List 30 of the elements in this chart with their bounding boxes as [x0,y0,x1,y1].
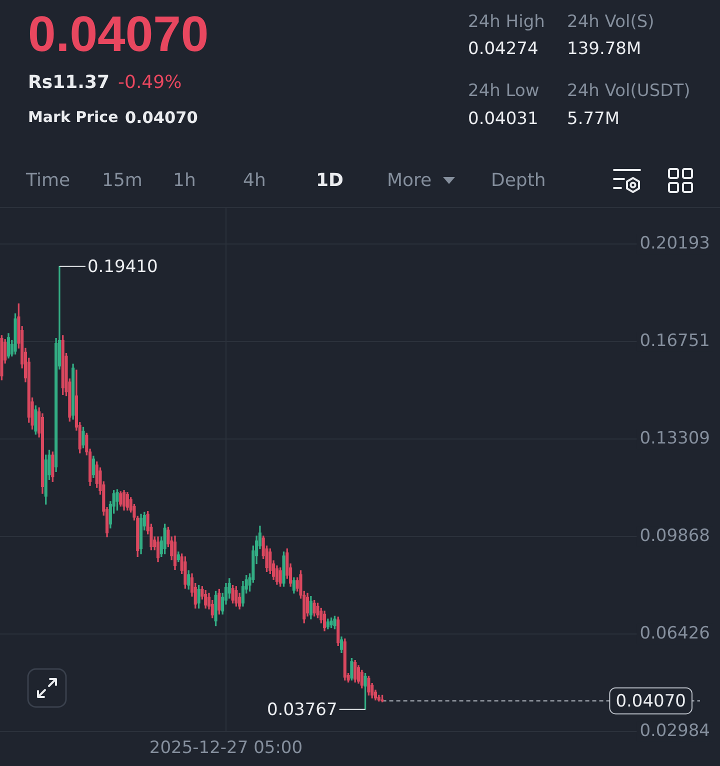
x-tick-label: 2025-12-27 05:00 [149,738,303,758]
text: 24h Vol(USDT) [567,81,690,101]
y-tick-label: 0.13309 [640,428,710,449]
text: Depth [491,170,546,192]
text: Time [26,170,70,192]
text: 15m [102,170,142,192]
text: 0.04070 [125,108,198,126]
text: 24h High [468,12,545,32]
text: More [387,170,432,192]
text: 0.04031 [468,109,538,129]
y-tick-label: 0.06426 [640,624,710,644]
text: 1D [316,170,344,192]
text: 1h [173,170,196,192]
text: 4h [243,170,266,192]
y-tick-label: 0.16751 [640,331,710,352]
annotation: 0.19410 [87,256,158,277]
ref-line-label: 0.04070 [616,691,686,712]
text: 24h Low [468,81,540,101]
text: -0.49% [118,72,182,94]
annotation: 0.03767 [266,700,338,720]
text: Rs11.37 [28,72,110,94]
text: 0.04070 [28,5,209,64]
text: Mark Price [28,108,118,126]
y-tick-label: 0.02984 [640,721,710,742]
text: 0.04274 [468,39,538,59]
text: 139.78M [567,39,642,59]
y-tick-label: 0.20193 [640,234,710,254]
text: 24h Vol(S) [567,12,654,32]
text: 5.77M [567,109,620,129]
y-tick-label: 0.09868 [640,526,710,546]
